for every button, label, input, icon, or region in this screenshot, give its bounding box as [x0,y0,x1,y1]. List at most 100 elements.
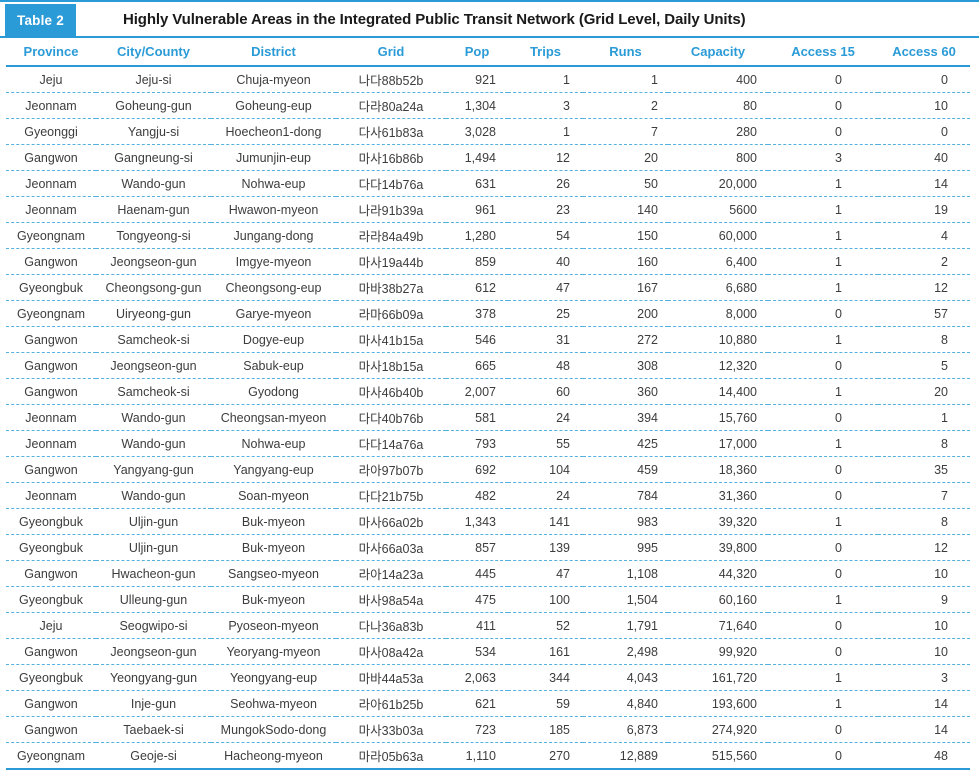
cell-grid: 마사16b86b [358,152,424,166]
cell-district: Goheung-eup [235,98,312,113]
cell-city-county: Taebaek-si [123,722,184,737]
cell-grid: 다라80a24a [358,100,424,114]
cell-trips: 48 [556,358,570,373]
cell-province: Gangwon [24,722,78,737]
cell-pop: 411 [476,618,496,633]
cell-trips: 47 [556,566,570,581]
cell-access-15: 1 [835,384,842,399]
cell-pop: 1,343 [464,514,496,529]
cell-runs: 150 [637,228,658,243]
cell-runs: 272 [637,332,658,347]
cell-city-county: Samcheok-si [117,384,190,399]
cell-trips: 52 [556,618,570,633]
cell-trips: 59 [556,696,570,711]
cell-city-county: Uljin-gun [128,514,179,529]
cell-grid: 마사33b03a [358,724,424,738]
table-row: Gangwon Samcheok-si Dogye-eup 마사41b15a 546 31… [6,327,970,353]
table-caption-band: Table 2 Highly Vulnerable Areas in the I… [0,0,979,38]
cell-capacity: 274,920 [711,722,757,737]
column-header-grid: Grid [336,38,446,67]
cell-access-15: 0 [835,722,842,737]
cell-province: Jeonnam [25,176,77,191]
cell-pop: 1,280 [464,228,496,243]
cell-capacity: 12,320 [718,358,757,373]
cell-pop: 378 [475,306,496,321]
cell-capacity: 60,000 [718,228,757,243]
cell-capacity: 515,560 [711,748,757,763]
cell-province: Gangwon [24,150,78,165]
column-header-access-60: Access 60 [878,38,970,67]
cell-province: Gyeongbuk [19,280,83,295]
cell-access-15: 3 [835,150,842,165]
cell-access-60: 10 [934,566,948,581]
cell-district: Buk-myeon [241,592,306,607]
cell-trips: 161 [549,644,570,659]
cell-access-60: 10 [934,618,948,633]
cell-capacity: 39,320 [718,514,757,529]
cell-province: Gangwon [24,384,78,399]
cell-access-15: 0 [835,358,842,373]
cell-access-60: 8 [941,436,948,451]
cell-district: Nohwa-eup [241,176,306,191]
cell-grid: 다다14a76a [358,438,424,452]
cell-access-15: 1 [835,592,842,607]
cell-runs: 995 [637,540,658,555]
column-header-runs: Runs [583,38,668,67]
cell-access-15: 0 [835,124,842,139]
cell-trips: 104 [549,462,570,477]
cell-trips: 47 [556,280,570,295]
cell-trips: 24 [556,488,570,503]
cell-access-60: 12 [934,540,948,555]
cell-province: Gangwon [24,696,78,711]
cell-capacity: 161,720 [711,670,757,685]
cell-pop: 2,063 [464,670,496,685]
cell-district: Hacheong-myeon [224,748,323,763]
column-header-capacity: Capacity [668,38,768,67]
cell-access-60: 0 [941,72,948,87]
cell-access-15: 0 [835,540,842,555]
cell-capacity: 80 [743,98,757,113]
cell-city-county: Jeju-si [135,72,172,87]
cell-city-county: Samcheok-si [117,332,190,347]
cell-grid: 마사18b15a [358,360,424,374]
cell-access-60: 7 [941,488,948,503]
cell-grid: 나라91b39a [358,204,424,218]
cell-district: Hoecheon1-dong [225,124,322,139]
cell-district: Imgye-myeon [235,254,312,269]
cell-city-county: Wando-gun [121,176,186,191]
column-header-access-15: Access 15 [768,38,878,67]
table-row: Gyeongnam Tongyeong-si Jungang-dong 라라84a49… [6,223,970,249]
cell-runs: 140 [637,202,658,217]
cell-access-15: 1 [835,228,842,243]
cell-province: Gangwon [24,358,78,373]
cell-access-60: 10 [934,644,948,659]
cell-district: Seohwa-myeon [230,696,317,711]
cell-district: Soan-myeon [238,488,309,503]
cell-province: Gyeonggi [24,124,78,139]
cell-runs: 784 [637,488,658,503]
cell-trips: 3 [563,98,570,113]
cell-province: Jeonnam [25,436,77,451]
cell-trips: 344 [549,670,570,685]
cell-grid: 마라05b63a [358,750,424,764]
cell-access-60: 0 [941,124,948,139]
cell-pop: 961 [475,202,496,217]
column-header-pop: Pop [446,38,508,67]
cell-city-county: Geoje-si [130,748,177,763]
table-header-row: Province City/County District Grid Pop T… [6,38,970,67]
cell-runs: 20 [644,150,658,165]
cell-grid: 마바38b27a [358,282,424,296]
cell-access-15: 1 [835,514,842,529]
cell-access-15: 0 [835,566,842,581]
cell-access-15: 0 [835,488,842,503]
cell-runs: 160 [637,254,658,269]
cell-access-15: 0 [835,618,842,633]
cell-access-60: 5 [941,358,948,373]
cell-grid: 마사46b40b [358,386,424,400]
cell-province: Gangwon [24,332,78,347]
cell-grid: 라마66b09a [358,308,424,322]
cell-province: Jeju [39,72,63,87]
cell-province: Gangwon [24,644,78,659]
cell-grid: 다다14b76a [358,178,424,192]
cell-district: Yeoryang-myeon [226,644,321,659]
